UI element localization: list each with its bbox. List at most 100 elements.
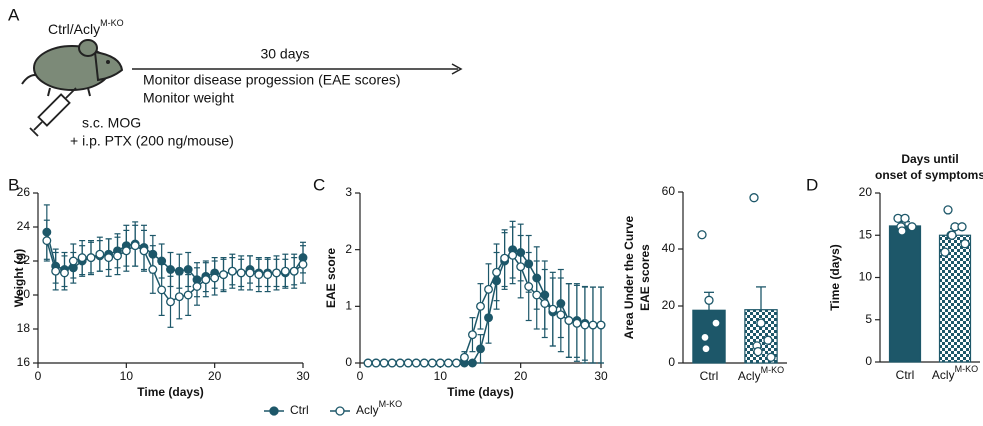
y-tick-label: 15 <box>859 227 873 241</box>
panel-letter: B <box>8 175 19 194</box>
injection: s.c. MOG <box>82 115 141 131</box>
step: Monitor disease progession (EAE scores) <box>143 72 401 88</box>
marker <box>580 320 590 330</box>
x-tick-label: 10 <box>120 369 134 383</box>
marker <box>289 266 299 276</box>
genotype-label: Ctrl/AclyM-KO <box>48 18 124 36</box>
legend-label: AclyM-KO <box>356 399 402 417</box>
x-tick-label: AclyM-KO <box>932 364 978 382</box>
marker <box>298 259 308 269</box>
y-axis-label: EAE score <box>324 248 338 308</box>
marker <box>564 316 574 325</box>
marker <box>183 265 193 274</box>
data-point <box>753 346 763 357</box>
bar <box>888 225 922 363</box>
marker <box>524 282 534 291</box>
marker <box>371 358 381 368</box>
marker <box>451 358 461 368</box>
duration: 30 days <box>260 46 309 62</box>
marker <box>459 352 469 362</box>
marker <box>42 236 52 246</box>
chart-title: onset of symptoms <box>875 168 983 182</box>
data-point <box>897 226 907 236</box>
category-superscript: M-KO <box>955 364 979 374</box>
marker <box>272 268 281 278</box>
marker <box>548 304 558 314</box>
marker <box>254 270 264 280</box>
marker <box>263 270 273 280</box>
data-point <box>907 222 917 232</box>
y-tick-label: 0 <box>668 355 675 369</box>
marker <box>379 358 389 368</box>
marker <box>174 266 184 276</box>
marker <box>572 318 582 328</box>
marker <box>387 358 397 368</box>
x-tick-label: 0 <box>357 369 364 383</box>
category-name: Ctrl <box>700 369 719 383</box>
data-point <box>900 213 910 224</box>
data-point <box>701 344 711 354</box>
data-point <box>700 332 710 343</box>
y-tick-label: 10 <box>859 270 873 284</box>
marker <box>192 282 202 291</box>
data-point <box>704 295 714 305</box>
category-superscript: M-KO <box>761 365 785 375</box>
marker <box>280 266 290 276</box>
series <box>363 226 606 368</box>
category-name: Acly <box>932 368 955 382</box>
marker <box>121 246 131 256</box>
data-point <box>697 230 707 240</box>
marker <box>219 270 228 280</box>
step: Monitor weight <box>143 90 234 106</box>
marker <box>60 268 69 278</box>
y-tick-label: 3 <box>345 185 352 199</box>
syringe-icon <box>29 87 77 137</box>
marker <box>556 310 566 320</box>
data-point <box>766 352 776 362</box>
x-axis-label: Time (days) <box>137 385 203 399</box>
marker <box>236 268 246 278</box>
legend-name: Acly <box>356 403 379 417</box>
marker <box>113 251 122 261</box>
marker <box>227 266 237 276</box>
data-point <box>940 247 950 257</box>
x-tick-label: 20 <box>208 369 222 383</box>
y-tick-label: 5 <box>865 312 872 326</box>
data-point <box>711 318 721 328</box>
marker <box>468 330 477 340</box>
marker <box>500 253 510 263</box>
y-tick-label: 22 <box>17 253 31 267</box>
x-axis-label: Time (days) <box>447 385 513 399</box>
marker <box>532 290 542 300</box>
marker <box>395 358 405 368</box>
x-tick-label: Ctrl <box>700 369 719 383</box>
y-tick-label: 60 <box>662 184 676 198</box>
marker <box>427 358 437 368</box>
marker <box>419 358 429 368</box>
marker <box>95 249 105 259</box>
panel-letter: C <box>313 175 325 194</box>
x-tick-label: AclyM-KO <box>738 365 784 383</box>
marker <box>484 284 493 294</box>
y-axis-label: Weight (g) <box>12 249 26 307</box>
data-point <box>756 318 766 328</box>
panel-letter: D <box>806 175 818 194</box>
y-tick-label: 20 <box>859 185 873 199</box>
y-tick-label: 26 <box>17 185 31 199</box>
injection: + i.p. PTX (200 ng/mouse) <box>70 133 234 149</box>
chart-title: Days until <box>901 152 958 166</box>
x-tick-label: Ctrl <box>896 368 915 382</box>
marker <box>435 358 445 368</box>
series <box>42 219 308 328</box>
legend-marker <box>335 406 345 416</box>
marker <box>540 299 550 308</box>
y-tick-label: 18 <box>17 321 31 335</box>
marker <box>166 297 175 307</box>
marker <box>174 292 184 302</box>
marker <box>148 265 158 274</box>
marker <box>210 273 220 283</box>
marker <box>468 358 477 368</box>
data-point <box>957 222 967 232</box>
x-tick-label: 10 <box>434 369 448 383</box>
